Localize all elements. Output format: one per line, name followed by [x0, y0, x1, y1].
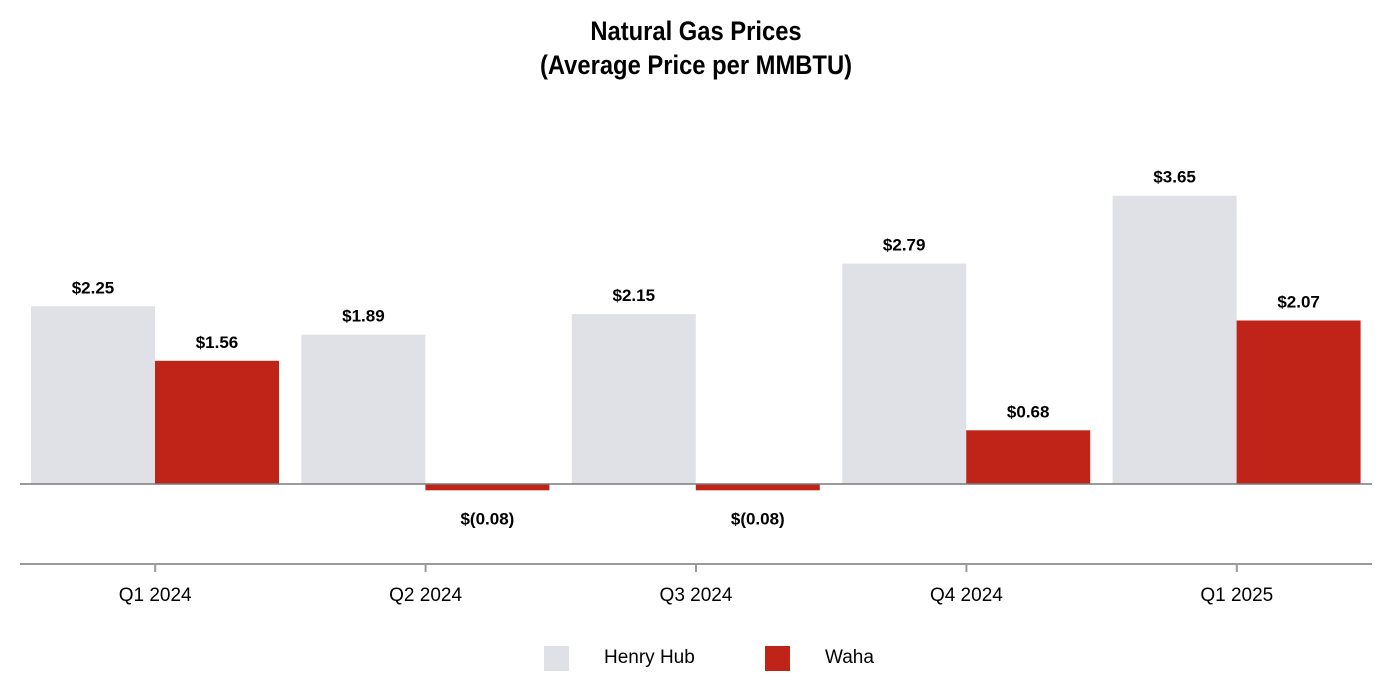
chart-subtitle-line: (Average Price per MMBTU)	[539, 50, 853, 80]
bar-henry-hub-q1-2024	[31, 306, 155, 485]
x-axis-ticks: Q1 2024 Q2 2024 Q3 2024 Q4 2024 Q1 2025	[119, 564, 1273, 606]
legend-item-henry-hub: Henry Hub	[544, 644, 695, 672]
bar-waha-q2-2024	[425, 484, 550, 491]
bar-henry-hub-q1-2025	[1112, 195, 1237, 484]
bar-waha-q1-2025	[1236, 320, 1361, 484]
legend-swatch-henry-hub	[544, 645, 569, 671]
data-label-henry-hub-q1-2025: $3.65	[1153, 168, 1196, 187]
bar-waha-q1-2024	[155, 360, 279, 484]
x-tick-label-q1-2025: Q1 2025	[1200, 585, 1273, 606]
data-label-henry-hub-q4-2024: $2.79	[883, 236, 926, 255]
data-label-waha-q2-2024: $(0.08)	[460, 509, 514, 528]
x-tick-label-q3-2024: Q3 2024	[660, 585, 733, 606]
data-label-waha-q4-2024: $0.68	[1007, 402, 1050, 421]
data-labels-layer: $2.25 $1.56 $1.89 $(0.08) $2.15 $(0.08) $2.79 $…	[72, 168, 1320, 529]
data-label-henry-hub-q3-2024: $2.15	[613, 286, 656, 305]
data-label-henry-hub-q2-2024: $1.89	[342, 307, 385, 326]
data-label-waha-q1-2025: $2.07	[1277, 293, 1320, 312]
bar-henry-hub-q3-2024	[571, 314, 696, 484]
chart-title: Natural Gas Prices (Average Price per MM…	[84, 14, 1309, 82]
x-tick-label-q1-2024: Q1 2024	[119, 585, 192, 606]
legend-item-waha: Waha	[765, 644, 874, 672]
legend-label-waha: Waha	[825, 647, 874, 668]
bar-waha-q4-2024	[966, 430, 1091, 484]
bar-henry-hub-q2-2024	[301, 334, 426, 484]
bar-henry-hub-q4-2024	[842, 263, 967, 484]
legend: Henry Hub Waha	[0, 644, 1392, 672]
chart-title-line: Natural Gas Prices	[590, 16, 802, 46]
bar-waha-q3-2024	[695, 484, 820, 491]
x-tick-label-q2-2024: Q2 2024	[389, 585, 462, 606]
legend-label-henry-hub: Henry Hub	[604, 647, 695, 668]
x-tick-label-q4-2024: Q4 2024	[930, 585, 1003, 606]
data-label-waha-q1-2024: $1.56	[196, 333, 239, 352]
data-label-waha-q3-2024: $(0.08)	[731, 509, 785, 528]
bars-layer	[31, 195, 1361, 491]
legend-swatch-waha	[765, 645, 790, 671]
data-label-henry-hub-q1-2024: $2.25	[72, 278, 115, 297]
